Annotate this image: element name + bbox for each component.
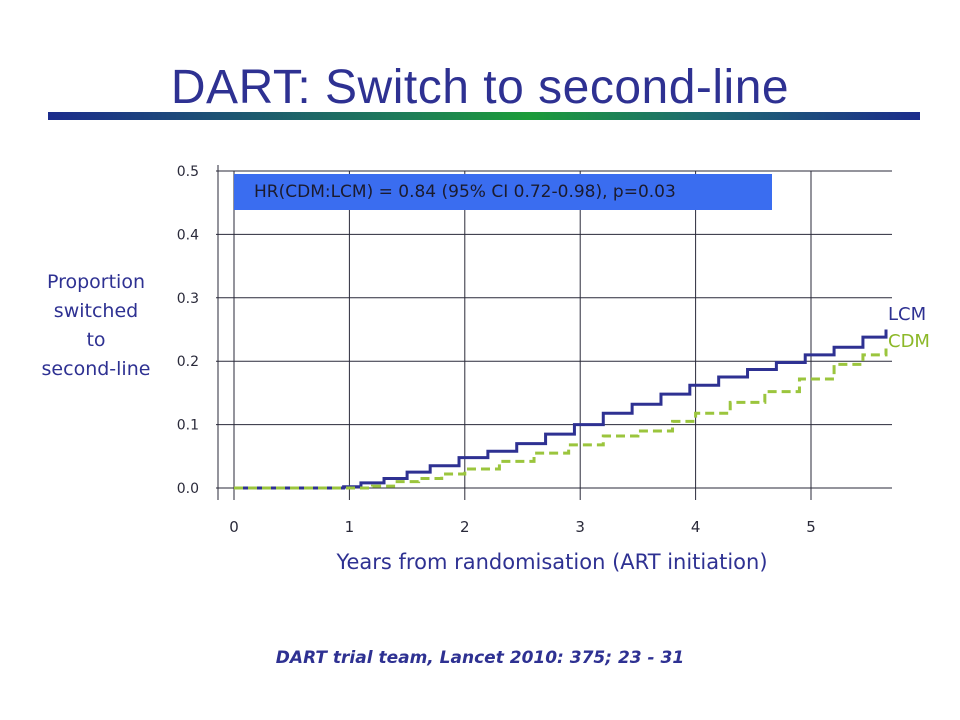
legend-lcm: LCM: [888, 304, 927, 325]
x-ticks: 0 1 2 3 4 5: [229, 518, 816, 536]
series-line-lcm: [234, 329, 888, 490]
x-tick-label: 5: [806, 518, 816, 536]
y-tick-label: 0.0: [177, 481, 199, 497]
y-tick-label: 0.5: [177, 164, 199, 180]
x-tick-label: 0: [229, 518, 239, 536]
x-tick-label: 2: [460, 518, 470, 536]
title-underline: [48, 112, 920, 120]
y-axis-label: Proportion switched to second-line: [41, 271, 151, 380]
series-lines: [234, 329, 888, 490]
x-axis-label: Years from randomisation (ART initiation…: [336, 550, 768, 574]
x-tick-label: 3: [575, 518, 585, 536]
y-tick-label: 0.2: [177, 354, 199, 370]
hazard-ratio-annotation: HR(CDM:LCM) = 0.84 (95% CI 0.72-0.98), p…: [234, 174, 772, 210]
series-line-cdm: [234, 348, 888, 490]
y-tick-label: 0.4: [177, 227, 199, 243]
x-tick-label: 1: [345, 518, 355, 536]
legend-cdm: CDM: [888, 331, 930, 352]
gridlines: [216, 170, 892, 489]
x-tick-label: 4: [691, 518, 701, 536]
y-ticks: 0.0 0.1 0.2 0.3 0.4 0.5: [177, 164, 199, 497]
y-tick-label: 0.3: [177, 291, 199, 307]
axes: [217, 165, 812, 500]
citation: DART trial team, Lancet 2010: 375; 23 - …: [275, 648, 685, 668]
y-tick-label: 0.1: [177, 418, 199, 434]
slide-title: DART: Switch to second-line: [170, 61, 790, 114]
